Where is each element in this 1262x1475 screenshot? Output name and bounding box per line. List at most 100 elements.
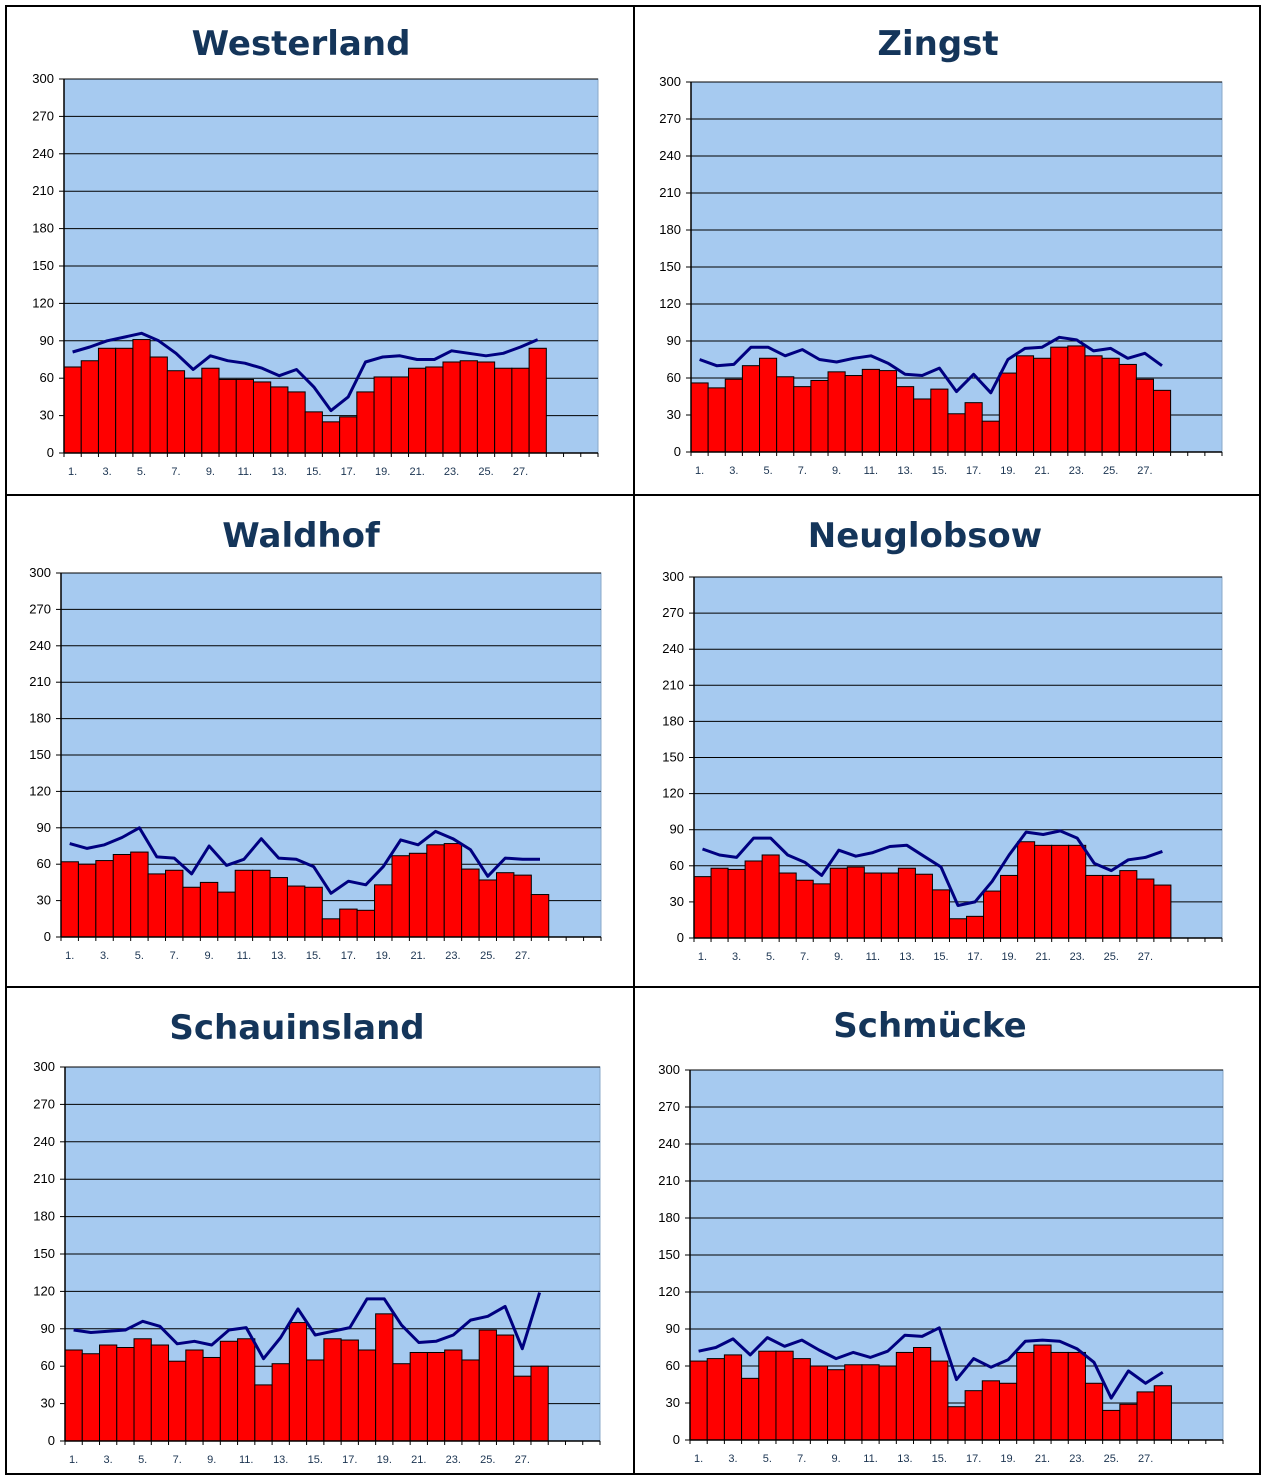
- y-tick-label: 180: [33, 1209, 55, 1224]
- line-series: [69, 826, 540, 895]
- x-tick-label: 17.: [341, 950, 356, 962]
- line-series: [72, 331, 539, 413]
- bar: [895, 1351, 915, 1441]
- bar: [931, 889, 950, 939]
- x-tick-label: 11.: [237, 950, 251, 962]
- bar: [461, 868, 480, 938]
- bar: [530, 894, 550, 938]
- bar: [340, 1339, 359, 1442]
- bar: [217, 891, 236, 938]
- x-tick-label: 21.: [409, 466, 424, 478]
- y-tick-label: 30: [667, 407, 681, 422]
- x-tick-label: 27.: [1138, 1453, 1153, 1465]
- bar: [1016, 1351, 1035, 1441]
- bar: [254, 1384, 273, 1442]
- x-tick-label: 3.: [102, 466, 111, 478]
- y-tick-label: 90: [37, 820, 51, 835]
- bar: [252, 869, 271, 938]
- y-tick-label: 270: [32, 108, 54, 123]
- y-tick-label: 150: [32, 258, 54, 273]
- y-tick-label: 300: [29, 565, 51, 580]
- x-tick-label: 27.: [515, 950, 530, 962]
- chart-title: Westerland: [192, 24, 411, 64]
- x-tick-label: 1.: [69, 1454, 78, 1466]
- y-tick-label: 210: [29, 674, 51, 689]
- bar: [775, 1350, 794, 1441]
- x-tick-label: 7.: [170, 950, 179, 962]
- x-tick-label: 21.: [1036, 951, 1051, 963]
- y-tick-label: 150: [662, 750, 684, 765]
- bar: [184, 377, 203, 454]
- bar: [863, 872, 882, 939]
- bar: [132, 339, 151, 454]
- bar: [182, 886, 201, 938]
- bar: [219, 1340, 239, 1442]
- bar: [1118, 363, 1137, 453]
- bar: [880, 872, 899, 939]
- x-tick-label: 25.: [478, 466, 493, 478]
- bar: [478, 1329, 497, 1442]
- x-tick-label: 23.: [446, 1454, 461, 1466]
- x-tick-label: 21.: [411, 1454, 426, 1466]
- bar: [234, 869, 254, 938]
- x-tick-label: 19.: [1000, 465, 1015, 477]
- x-tick-label: 3.: [104, 1454, 113, 1466]
- x-tick-label: 23.: [1070, 951, 1085, 963]
- y-tick-label: 240: [658, 1136, 680, 1151]
- y-tick-label: 270: [659, 111, 681, 126]
- x-tick-label: 17.: [966, 465, 981, 477]
- x-tick-label: 15.: [306, 950, 321, 962]
- y-tick-label: 0: [674, 444, 681, 459]
- x-tick-label: 1.: [695, 465, 704, 477]
- bar: [998, 1382, 1018, 1441]
- bar: [304, 886, 323, 938]
- bar: [1119, 870, 1138, 939]
- x-tick-label: 7.: [800, 951, 809, 963]
- x-tick-label: 21.: [1035, 1453, 1050, 1465]
- bar: [1135, 378, 1154, 453]
- bar: [270, 386, 289, 454]
- bar: [442, 361, 461, 454]
- y-tick-label: 300: [662, 569, 684, 584]
- y-tick-label: 300: [32, 71, 54, 86]
- bar: [390, 376, 410, 454]
- y-tick-label: 60: [41, 1358, 55, 1373]
- x-tick-label: 3.: [729, 465, 738, 477]
- bar: [723, 1354, 743, 1441]
- x-tick-label: 11.: [864, 465, 878, 477]
- bar: [459, 360, 478, 454]
- y-tick-label: 90: [41, 1321, 55, 1336]
- bar: [443, 843, 463, 938]
- x-tick-label: 25.: [1104, 1453, 1119, 1465]
- y-tick-label: 180: [658, 1210, 680, 1225]
- y-tick-label: 0: [47, 445, 54, 460]
- bar: [166, 370, 186, 454]
- y-tick-label: 180: [662, 713, 684, 728]
- x-tick-label: 17.: [967, 951, 982, 963]
- line-series: [73, 1292, 542, 1361]
- y-tick-label: 150: [33, 1246, 55, 1261]
- x-tick-label: 11.: [239, 1454, 253, 1466]
- bar: [286, 885, 306, 938]
- bar: [495, 872, 515, 938]
- y-tick-label: 120: [662, 786, 684, 801]
- bar: [199, 881, 219, 938]
- bar: [964, 1390, 983, 1441]
- bar: [897, 867, 916, 939]
- bar: [530, 1365, 549, 1442]
- x-tick-label: 15.: [308, 1454, 323, 1466]
- bar: [727, 868, 746, 939]
- chart-panel-schmucke: Schmücke 0 30 60 90 120 150 180 210 240 270 300 1. 3.…: [658, 1006, 1224, 1465]
- bar: [1119, 1403, 1138, 1441]
- bar: [373, 376, 392, 454]
- x-tick-label: 5.: [137, 466, 146, 478]
- y-tick-label: 150: [29, 747, 51, 762]
- bar: [133, 1338, 152, 1442]
- bar: [80, 360, 99, 454]
- bar: [710, 867, 729, 939]
- bar: [1017, 841, 1036, 939]
- bar: [511, 367, 530, 454]
- bar: [409, 1351, 428, 1442]
- bar: [1152, 389, 1172, 453]
- x-tick-label: 9.: [832, 465, 841, 477]
